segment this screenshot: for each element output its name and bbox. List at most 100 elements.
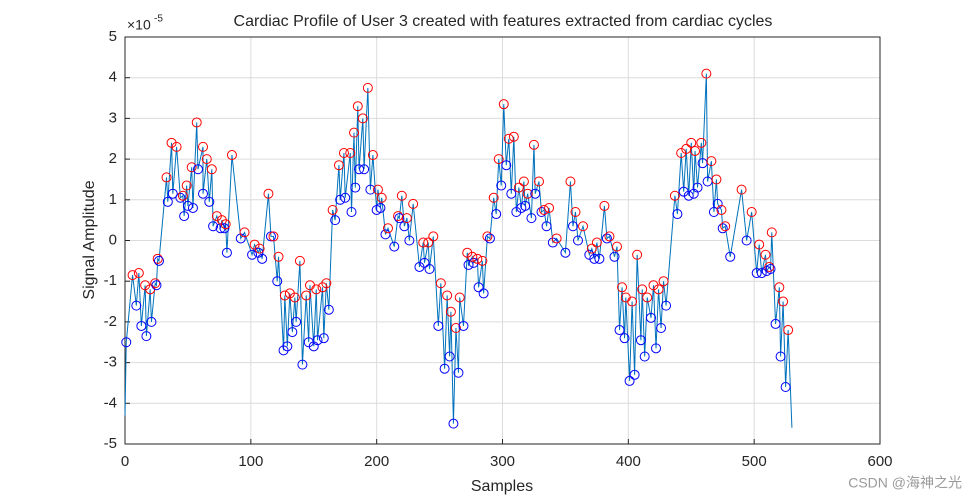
feature-marker [272,276,283,287]
feature-marker [394,213,405,224]
feature-marker [661,300,672,311]
feature-marker [765,263,776,274]
feature-marker [201,154,212,165]
feature-marker [220,219,231,230]
feature-marker [656,323,667,334]
feature-marker [639,351,650,362]
feature-marker [401,213,412,224]
feature-marker [539,204,550,215]
feature-marker [380,229,391,240]
feature-marker [204,196,215,207]
feature-marker [766,227,777,238]
feature-marker [672,209,683,220]
feature-marker [484,233,495,244]
feature-marker [146,316,157,327]
feature-marker [294,255,305,266]
feature-marker [614,325,625,336]
feature-marker [708,207,719,218]
feature-marker [308,341,319,352]
feature-marker [257,253,268,264]
feature-marker [273,251,284,262]
feature-marker [692,182,703,193]
feature-marker [177,190,188,201]
feature-marker [179,211,190,222]
x-tick-label: 300 [490,453,515,470]
feature-marker [346,207,357,218]
x-tick-label: 200 [364,453,389,470]
feature-marker [533,176,544,187]
feature-marker [287,327,298,338]
feature-marker [182,200,193,211]
feature-marker [760,249,771,260]
feature-marker [247,249,258,260]
x-axis-label: Samples [471,478,533,495]
feature-marker [150,278,161,289]
feature-marker [544,202,555,213]
feature-marker [463,259,474,270]
feature-marker [445,306,456,317]
feature-marker [642,292,653,303]
feature-marker [350,182,361,193]
feature-marker [131,300,142,311]
feature-marker [330,215,341,226]
feature-marker [609,251,620,262]
feature-marker [162,196,173,207]
feature-marker [617,282,628,293]
feature-marker [637,284,648,295]
feature-marker [541,221,552,232]
x-tick-label: 500 [742,453,767,470]
x-tick-label: 600 [867,453,892,470]
feature-marker [501,160,512,171]
feature-marker [318,333,329,344]
feature-marker [433,320,444,331]
feature-marker [488,192,499,203]
feature-marker [192,164,203,175]
y-axis-label: Signal Amplitude [81,180,98,299]
feature-marker [725,251,736,262]
feature-marker [690,145,701,156]
feature-marker [221,247,232,258]
feature-marker [312,335,323,346]
feature-marker [711,174,722,185]
x-tick-label: 100 [238,453,263,470]
feature-marker [127,270,138,281]
feature-marker [775,351,786,362]
feature-marker [578,221,589,232]
feature-marker [141,331,152,342]
feature-marker [780,382,791,393]
feature-marker [424,263,435,274]
feature-marker [354,164,365,175]
feature-marker [751,268,762,279]
feature-marker [349,127,360,138]
feature-marker [496,180,507,191]
feature-marker [560,247,571,258]
feature-marker [239,227,250,238]
feature-marker [338,147,349,158]
feature-marker [493,154,504,165]
y-tick-label: 0 [109,231,117,248]
feature-marker [428,231,439,242]
feature-marker [627,296,638,307]
feature-marker [565,176,576,187]
feature-marker [683,190,694,201]
y-tick-label: -5 [104,435,117,452]
feature-marker [526,213,537,224]
feature-marker [340,192,351,203]
feature-marker [472,253,483,264]
y-multiplier-exponent: -5 [154,14,163,25]
feature-marker [658,276,669,287]
feature-marker [151,280,162,291]
feature-marker [161,172,172,183]
feature-marker [365,184,376,195]
feature-marker [635,335,646,346]
feature-marker [506,188,517,199]
feature-marker [175,192,186,203]
y-tick-label: -4 [104,394,117,411]
feature-marker [133,268,144,279]
feature-marker [770,318,781,329]
feature-marker [696,137,707,148]
feature-marker [720,221,731,232]
feature-marker [226,150,237,161]
feature-marker [327,204,338,215]
feature-marker [573,235,583,246]
